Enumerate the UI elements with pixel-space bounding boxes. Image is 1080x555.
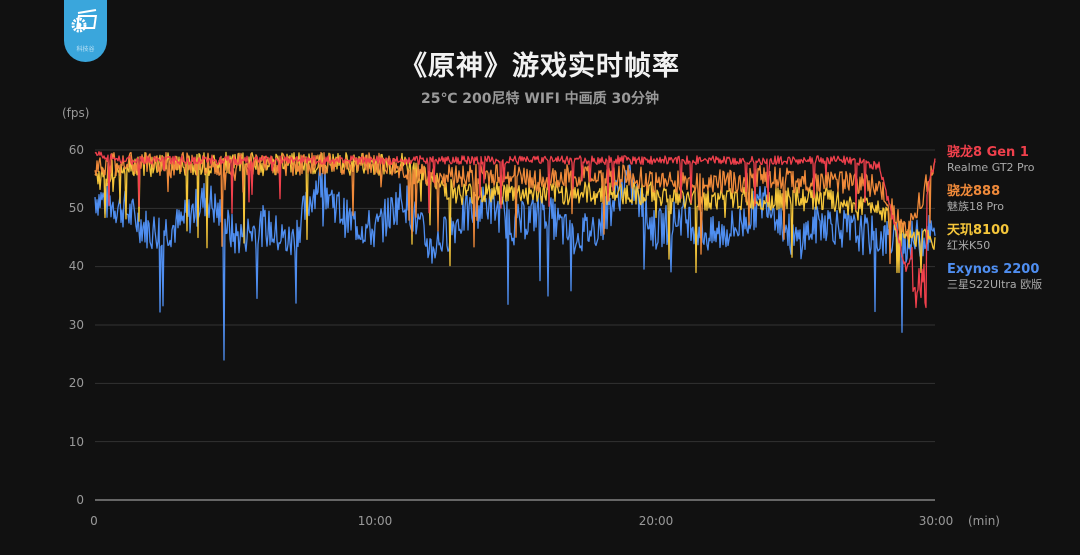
legend-item-exynos-2200: Exynos 2200 三星S22Ultra 欧版: [947, 262, 1042, 301]
legend-item-snapdragon-8gen1: 骁龙8 Gen 1 Realme GT2 Pro: [947, 145, 1042, 184]
legend-device-label: 魅族18 Pro: [947, 200, 1004, 213]
chart-title: 《原神》游戏实时帧率: [400, 51, 680, 82]
x-tick-10: 10:00: [357, 514, 393, 528]
series-line: [94, 164, 936, 361]
y-tick-60: 60: [68, 143, 84, 157]
legend-chip-label: Exynos 2200: [947, 262, 1040, 277]
legend-item-snapdragon-888: 骁龙888 魅族18 Pro: [947, 184, 1042, 223]
y-tick-0: 0: [76, 493, 84, 507]
logo-text: 科技谷: [76, 46, 95, 53]
series-line: [94, 151, 936, 265]
legend-device-label: 三星S22Ultra 欧版: [947, 278, 1043, 291]
legend-chip-label: 骁龙8 Gen 1: [947, 145, 1029, 160]
x-tick-30: 30:00: [918, 514, 954, 528]
chart-subtitle: 25℃ 200尼特 WIFI 中画质 30分钟: [420, 91, 660, 107]
gear-monitor-icon: [71, 9, 98, 33]
y-tick-40: 40: [68, 259, 84, 273]
x-tick-0: 0: [90, 514, 98, 528]
brand-logo: 科技谷: [64, 0, 107, 62]
legend-chip-label: 骁龙888: [947, 184, 1001, 199]
y-tick-50: 50: [68, 201, 84, 215]
x-tick-20: 20:00: [638, 514, 674, 528]
y-tick-30: 30: [68, 318, 84, 332]
series-line: [94, 151, 936, 309]
y-tick-20: 20: [68, 376, 84, 390]
x-axis-unit: (min): [968, 514, 1000, 528]
legend-chip-label: 天玑8100: [947, 223, 1010, 238]
y-tick-10: 10: [68, 435, 84, 449]
legend-item-dimensity-8100: 天玑8100 红米K50: [947, 223, 1042, 262]
legend-device-label: Realme GT2 Pro: [947, 161, 1035, 174]
y-axis-unit: (fps): [62, 106, 90, 120]
legend-device-label: 红米K50: [947, 239, 991, 252]
legend: 骁龙8 Gen 1 Realme GT2 Pro 骁龙888 魅族18 Pro …: [947, 145, 1042, 301]
